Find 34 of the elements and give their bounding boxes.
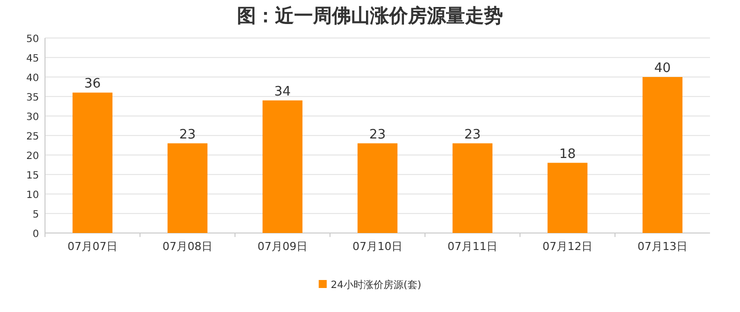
x-tick-label: 07月07日 xyxy=(68,240,118,253)
x-tick-label: 07月13日 xyxy=(638,240,688,253)
y-tick-label: 50 xyxy=(26,34,39,45)
y-tick-label: 15 xyxy=(26,170,39,182)
data-label: 40 xyxy=(654,61,671,76)
bar xyxy=(72,92,112,233)
data-label: 36 xyxy=(84,76,101,92)
x-tick-label: 07月12日 xyxy=(542,240,592,253)
bar xyxy=(452,143,492,233)
bar xyxy=(262,100,302,233)
data-label: 23 xyxy=(464,127,481,142)
legend-label: 24小时涨价房源(套) xyxy=(330,279,422,291)
data-label: 23 xyxy=(369,127,386,142)
chart-title: 图：近一周佛山涨价房源量走势 xyxy=(237,5,503,27)
bar xyxy=(548,162,588,233)
x-tick-label: 07月11日 xyxy=(448,240,498,253)
y-tick-label: 25 xyxy=(26,132,39,142)
y-tick-label: 40 xyxy=(26,73,39,84)
y-tick-label: 20 xyxy=(26,151,39,162)
bar xyxy=(642,77,682,233)
x-tick-label: 07月10日 xyxy=(352,240,402,253)
y-tick-label: 0 xyxy=(32,229,39,240)
data-label: 18 xyxy=(559,146,576,162)
y-tick-label: 5 xyxy=(32,210,39,220)
x-tick-label: 07月09日 xyxy=(258,240,308,253)
data-label: 23 xyxy=(179,127,196,142)
bar xyxy=(358,143,398,233)
data-label: 34 xyxy=(274,84,291,100)
y-tick-label: 45 xyxy=(26,54,39,64)
y-tick-label: 30 xyxy=(26,112,39,123)
y-tick-label: 10 xyxy=(26,190,39,201)
bar xyxy=(168,143,208,233)
y-tick-label: 35 xyxy=(26,92,39,104)
x-tick-label: 07月08日 xyxy=(162,240,212,253)
